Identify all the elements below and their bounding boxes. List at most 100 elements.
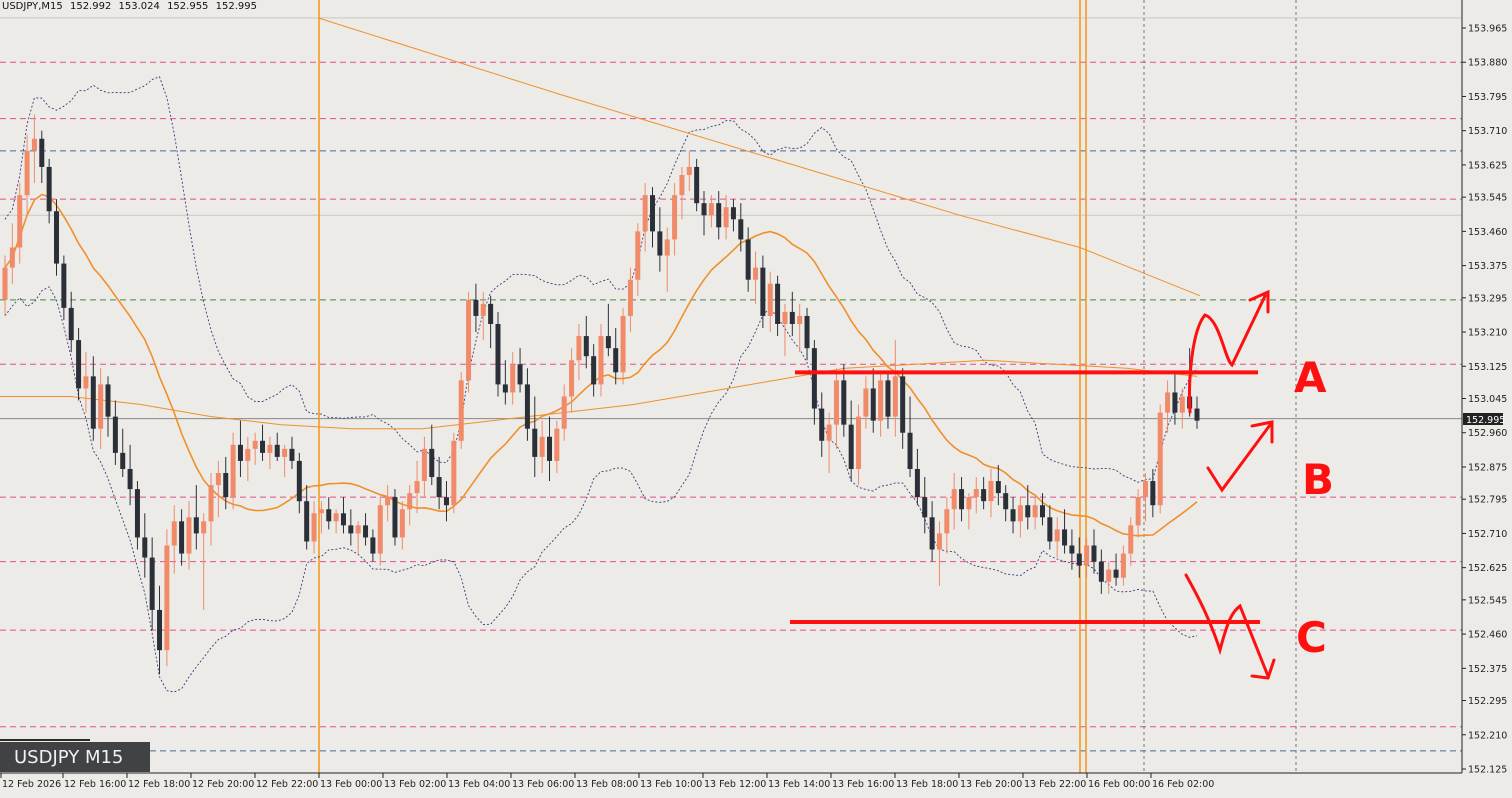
candle[interactable]: [1062, 509, 1068, 554]
candle[interactable]: [738, 203, 744, 252]
candle[interactable]: [841, 364, 847, 437]
candle[interactable]: [605, 303, 611, 357]
candle[interactable]: [627, 267, 633, 333]
candle[interactable]: [429, 424, 435, 486]
candle[interactable]: [664, 227, 670, 292]
candle[interactable]: [31, 114, 37, 184]
candle[interactable]: [385, 485, 391, 522]
candle[interactable]: [201, 513, 207, 610]
candle[interactable]: [1135, 489, 1141, 538]
candle[interactable]: [193, 485, 199, 550]
candle[interactable]: [892, 340, 898, 437]
candle[interactable]: [679, 166, 685, 220]
candle[interactable]: [17, 183, 23, 264]
candle[interactable]: [24, 134, 30, 216]
candle[interactable]: [1098, 549, 1104, 594]
candle[interactable]: [885, 372, 891, 429]
candle[interactable]: [517, 348, 523, 393]
candle[interactable]: [267, 436, 273, 469]
candle[interactable]: [708, 195, 714, 228]
candle[interactable]: [569, 348, 575, 413]
candle[interactable]: [39, 130, 45, 184]
candle[interactable]: [473, 283, 479, 333]
candle[interactable]: [326, 497, 332, 530]
candle[interactable]: [348, 509, 354, 546]
candle[interactable]: [157, 585, 163, 675]
candle[interactable]: [495, 311, 501, 397]
candle[interactable]: [672, 183, 678, 256]
candle[interactable]: [642, 183, 648, 252]
candle[interactable]: [274, 432, 280, 461]
candle[interactable]: [443, 481, 449, 522]
candle[interactable]: [436, 456, 442, 510]
candle[interactable]: [620, 307, 626, 385]
candle[interactable]: [1017, 497, 1023, 538]
candle[interactable]: [598, 323, 604, 397]
candle[interactable]: [686, 150, 692, 192]
candle[interactable]: [311, 501, 317, 554]
long-moving-average[interactable]: [317, 17, 1201, 297]
candle[interactable]: [782, 303, 788, 357]
candle[interactable]: [1157, 404, 1163, 514]
candle[interactable]: [613, 328, 619, 385]
slow-moving-average[interactable]: [0, 359, 1198, 430]
candle[interactable]: [767, 271, 773, 333]
candle[interactable]: [186, 501, 192, 570]
candle[interactable]: [127, 444, 133, 506]
candle[interactable]: [1106, 561, 1112, 594]
candle[interactable]: [539, 420, 545, 474]
candle[interactable]: [936, 521, 942, 586]
candle[interactable]: [878, 372, 884, 437]
candle[interactable]: [650, 187, 656, 248]
candle[interactable]: [245, 436, 251, 482]
candle[interactable]: [1150, 468, 1156, 518]
candle[interactable]: [414, 460, 420, 514]
candle[interactable]: [363, 513, 369, 546]
candle[interactable]: [502, 360, 508, 405]
candle[interactable]: [561, 384, 567, 441]
candle[interactable]: [149, 537, 155, 631]
candle[interactable]: [797, 303, 803, 353]
candle[interactable]: [9, 223, 15, 284]
candle[interactable]: [811, 340, 817, 425]
candle[interactable]: [1194, 396, 1200, 429]
candle[interactable]: [657, 207, 663, 272]
candle[interactable]: [723, 195, 729, 240]
candle[interactable]: [237, 420, 243, 478]
candle[interactable]: [451, 432, 457, 514]
candle[interactable]: [583, 315, 589, 369]
candle[interactable]: [1039, 493, 1045, 526]
candle[interactable]: [377, 497, 383, 566]
candle[interactable]: [1091, 529, 1097, 574]
candle[interactable]: [635, 223, 641, 296]
candle[interactable]: [745, 227, 751, 292]
candle[interactable]: [524, 368, 530, 441]
candle[interactable]: [223, 456, 229, 510]
candle[interactable]: [164, 529, 170, 667]
candle[interactable]: [488, 295, 494, 349]
candle[interactable]: [252, 432, 258, 465]
candle[interactable]: [1172, 372, 1178, 425]
candle[interactable]: [1142, 473, 1148, 522]
candle[interactable]: [1179, 388, 1185, 429]
candle[interactable]: [870, 368, 876, 433]
candle[interactable]: [1113, 553, 1119, 586]
candle[interactable]: [532, 396, 538, 478]
candle[interactable]: [900, 368, 906, 449]
candle[interactable]: [421, 436, 427, 498]
candle[interactable]: [90, 356, 96, 441]
candle[interactable]: [907, 396, 913, 478]
candle[interactable]: [819, 392, 825, 457]
candle[interactable]: [554, 420, 560, 474]
candle[interactable]: [694, 158, 700, 212]
candle[interactable]: [833, 368, 839, 449]
candle[interactable]: [230, 432, 236, 510]
arrow-c[interactable]: [1184, 573, 1276, 680]
candle[interactable]: [215, 460, 221, 518]
candle[interactable]: [105, 376, 111, 437]
candle[interactable]: [922, 477, 928, 534]
candle[interactable]: [981, 477, 987, 510]
candle[interactable]: [1120, 545, 1126, 586]
candle[interactable]: [1069, 529, 1075, 570]
candle[interactable]: [98, 368, 104, 449]
